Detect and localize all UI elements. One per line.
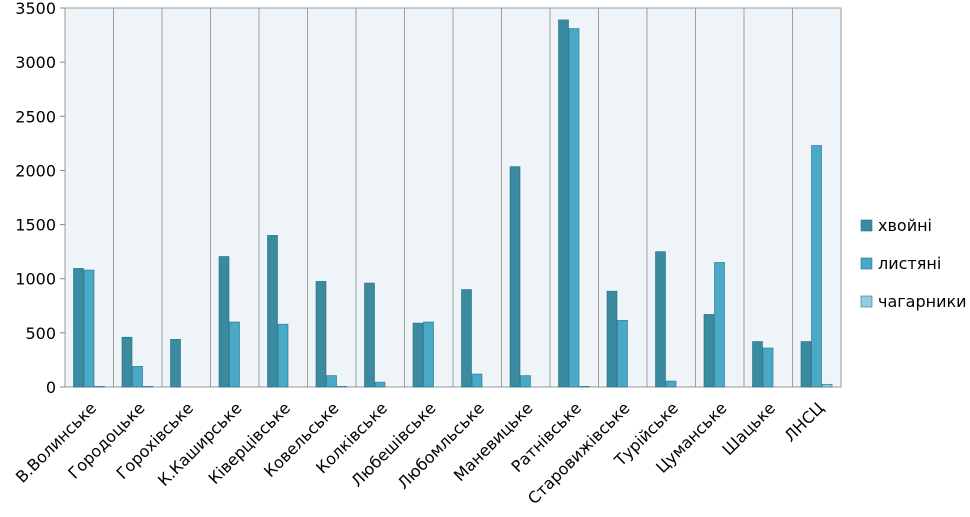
x-tick-label: ЛНСЦ <box>780 398 827 445</box>
bar-0-10 <box>558 19 569 388</box>
y-tick-label: 500 <box>25 324 56 343</box>
bar-0-11 <box>606 290 618 388</box>
y-tick-label: 3500 <box>15 0 56 18</box>
legend-label: чагарники <box>878 292 967 311</box>
legend-swatch <box>860 295 873 308</box>
y-tick-label: 2000 <box>15 161 56 180</box>
bar-1-5 <box>326 375 337 388</box>
bar-1-12 <box>665 380 677 388</box>
bar-0-5 <box>315 281 327 388</box>
bar-1-6 <box>374 381 386 388</box>
bar-0-1 <box>121 336 133 388</box>
y-tick-label: 2500 <box>15 107 56 126</box>
y-tick-label: 3000 <box>15 53 56 72</box>
bar-1-8 <box>471 373 483 388</box>
bar-2-15 <box>821 383 833 388</box>
bar-1-13 <box>714 262 725 388</box>
bar-0-0 <box>73 268 84 388</box>
bar-2-0 <box>94 386 105 388</box>
bar-1-7 <box>423 321 434 388</box>
bar-2-5 <box>336 386 348 388</box>
bar-0-6 <box>364 282 375 388</box>
x-tick-label: Шацьке <box>718 398 779 459</box>
bar-0-4 <box>267 235 278 388</box>
bar-1-9 <box>520 375 531 388</box>
bar-1-10 <box>568 28 580 388</box>
bar-0-13 <box>703 314 715 388</box>
bar-0-7 <box>412 322 424 388</box>
bar-1-15 <box>811 145 822 388</box>
legend-swatch <box>860 219 873 232</box>
bar-2-1 <box>142 386 154 388</box>
bar-1-4 <box>277 323 289 388</box>
bar-0-3 <box>218 256 230 388</box>
x-tick-label: К.Каширське <box>154 398 246 490</box>
y-tick-label: 0 <box>46 378 56 397</box>
x-tick-label: Любешівське <box>347 398 439 490</box>
bar-0-8 <box>461 289 472 388</box>
y-tick-label: 1000 <box>15 270 56 289</box>
bar-2-10 <box>579 386 590 388</box>
bar-0-2 <box>170 339 181 388</box>
legend-swatch <box>860 257 873 270</box>
bar-1-0 <box>83 269 95 388</box>
bar-1-1 <box>132 366 143 388</box>
bar-0-14 <box>752 341 763 388</box>
legend-label: листяні <box>878 254 941 273</box>
bar-1-11 <box>617 320 628 388</box>
bar-0-15 <box>800 341 812 388</box>
legend-label: хвойні <box>878 216 932 235</box>
bar-1-14 <box>762 347 774 388</box>
y-tick-label: 1500 <box>15 216 56 235</box>
bar-1-3 <box>229 321 240 388</box>
bar-0-12 <box>655 251 666 388</box>
x-tick-label: Любомльське <box>394 398 488 492</box>
bar-0-9 <box>509 166 521 388</box>
